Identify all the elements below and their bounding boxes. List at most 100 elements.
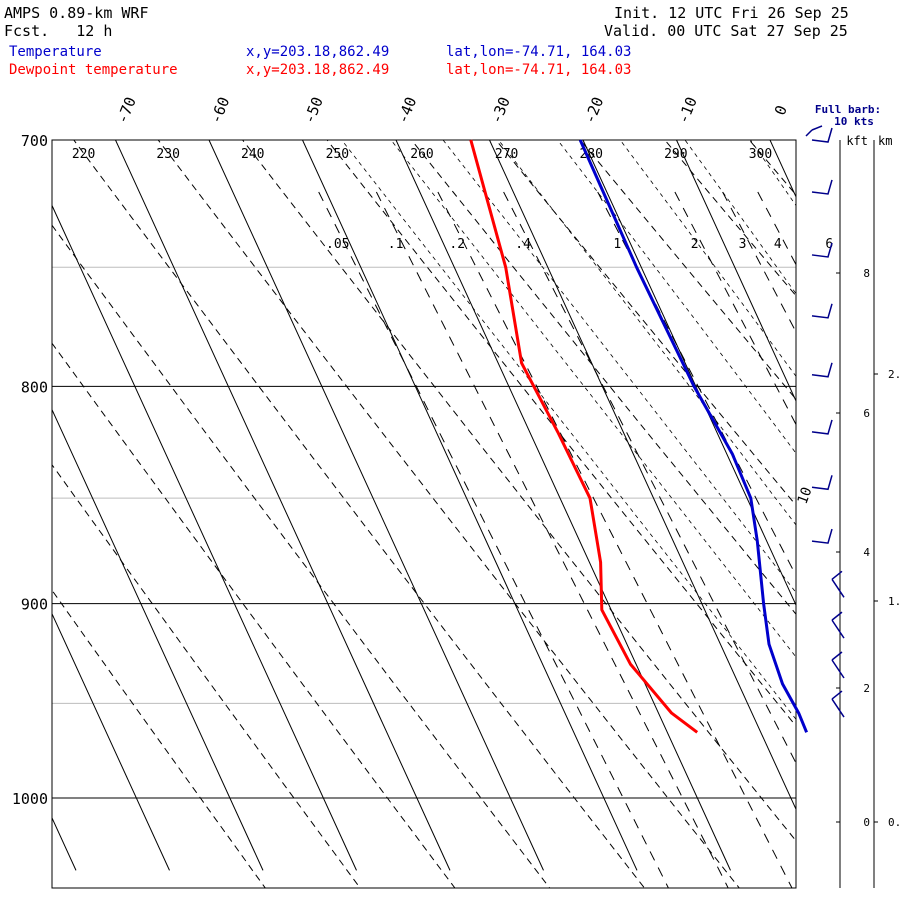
temp-tick-label: -20: [581, 94, 608, 126]
mixing-ratio-line: [503, 191, 796, 765]
isotherm-line: [115, 140, 451, 871]
wind-speed-label: 10: [795, 485, 816, 506]
dry-adiabat-line: [664, 140, 796, 297]
theta-label: 250: [326, 147, 349, 162]
moist-adiabat-line: [749, 140, 796, 207]
legend-dewpoint-name: Dewpoint temperature: [9, 62, 178, 78]
legend-dewpoint-xy: x,y=203.18,862.49: [246, 62, 390, 78]
wind-barb: [811, 303, 833, 319]
barb-key-line1: Full barb:: [815, 103, 881, 116]
temp-tick-label: -50: [300, 94, 327, 126]
wind-barb: [831, 690, 845, 718]
wind-barb: [811, 475, 833, 491]
pressure-tick-label: 700: [21, 132, 48, 150]
temp-tick-label: -70: [113, 94, 140, 126]
mixing-ratio-line: [757, 191, 796, 266]
moist-adiabat-line: [868, 32, 900, 871]
wind-barb: [811, 419, 833, 435]
kft-tick-label: 4: [863, 546, 870, 559]
moist-adiabat-line: [684, 140, 796, 295]
dry-adiabat-line: [73, 140, 646, 888]
wind-barb: [831, 651, 845, 679]
isotherm-line: [769, 140, 796, 198]
km-tick-label: 1.: [888, 595, 900, 608]
dry-adiabat-line: [52, 224, 551, 888]
isotherm-line: [52, 612, 170, 871]
mixing-ratio-label: 2: [691, 237, 699, 252]
mixing-ratio-label: .4: [515, 237, 531, 252]
legend-dewpoint-latlon: lat,lon=-74.71, 164.03: [446, 62, 632, 78]
dry-adiabat-line: [241, 140, 796, 842]
mixing-ratio-label: 6: [825, 237, 833, 252]
kft-tick-label: 2: [863, 682, 870, 695]
mixing-ratio-label: 4: [774, 237, 782, 252]
km-unit-label: km: [878, 134, 892, 148]
plot-frame: [51, 139, 797, 889]
theta-label: 290: [664, 147, 687, 162]
isotherm-line: [676, 140, 796, 403]
mixing-ratio-label: .05: [326, 237, 349, 252]
theta-label: 240: [241, 147, 264, 162]
dry-adiabat-line: [52, 463, 361, 888]
mixing-ratio-label: .2: [449, 237, 465, 252]
legend-temperature-xy: x,y=203.18,862.49: [246, 44, 390, 60]
dry-adiabat-line: [748, 140, 796, 196]
pressure-tick-label: 900: [21, 596, 48, 614]
mixing-ratio-label: 3: [739, 237, 747, 252]
wind-barb: [831, 611, 845, 639]
dry-adiabat-line: [157, 140, 740, 888]
temp-tick-label: -10: [674, 94, 701, 126]
wind-barb: [811, 179, 833, 195]
mixing-ratio-label: .1: [388, 237, 404, 252]
wind-barb: [811, 362, 833, 378]
km-tick-label: 2.: [888, 368, 900, 381]
isotherm-line: [52, 816, 77, 871]
forecast-hour: Fcst. 12 h: [4, 22, 113, 40]
mixing-ratio-line: [318, 191, 669, 888]
dry-adiabat-line: [823, 32, 900, 900]
isotherm-line: [489, 140, 796, 811]
init-time: Init. 12 UTC Fri 26 Sep 25: [614, 4, 849, 22]
moist-adiabat-line: [557, 140, 796, 454]
valid-time: Valid. 00 UTC Sat 27 Sep 25: [604, 22, 848, 40]
temp-tick-label: 0: [771, 103, 791, 118]
pressure-tick-label: 1000: [12, 790, 48, 808]
theta-label: 300: [749, 147, 772, 162]
isotherm-line: [395, 140, 731, 871]
wind-barb: [811, 528, 833, 544]
theta-label: 220: [72, 147, 95, 162]
theta-label: 260: [410, 147, 433, 162]
mixing-ratio-line: [437, 191, 793, 888]
profile-temperature: [578, 139, 808, 733]
isotherm-line: [52, 204, 357, 871]
moist-adiabat-line: [619, 140, 796, 377]
moist-adiabat-line: [807, 32, 900, 871]
dry-adiabat-line: [52, 589, 266, 888]
profile-dewpoint-temperature: [469, 139, 699, 734]
theta-label: 230: [156, 147, 179, 162]
kft-tick-label: 0: [863, 816, 870, 829]
isotherm-line: [208, 140, 544, 871]
mixing-ratio-line: [809, 192, 900, 900]
temp-tick-label: -30: [487, 94, 514, 126]
theta-label: 270: [495, 147, 518, 162]
wind-barb: [811, 242, 833, 258]
pressure-tick-label: 800: [21, 378, 48, 396]
moist-adiabat-line: [442, 140, 796, 594]
moist-adiabat-line: [341, 140, 796, 720]
isotherm-line: [302, 140, 638, 871]
dry-adiabat-line: [495, 140, 796, 507]
temp-tick-label: -40: [394, 94, 421, 126]
isotherm-line: [864, 140, 900, 870]
mixing-ratio-label: 1: [613, 237, 621, 252]
dry-adiabat-line: [52, 342, 456, 888]
moist-adiabat-line: [390, 140, 796, 658]
legend-temperature-latlon: lat,lon=-74.71, 164.03: [446, 44, 632, 60]
kft-tick-label: 6: [863, 407, 870, 420]
wind-barb: [811, 127, 833, 143]
barb-key-line2: 10 kts: [834, 115, 874, 128]
km-tick-label: 0.: [888, 816, 900, 829]
temp-tick-label: -60: [207, 94, 234, 126]
model-title: AMPS 0.89-km WRF: [4, 4, 149, 22]
kft-tick-label: 8: [863, 267, 870, 280]
